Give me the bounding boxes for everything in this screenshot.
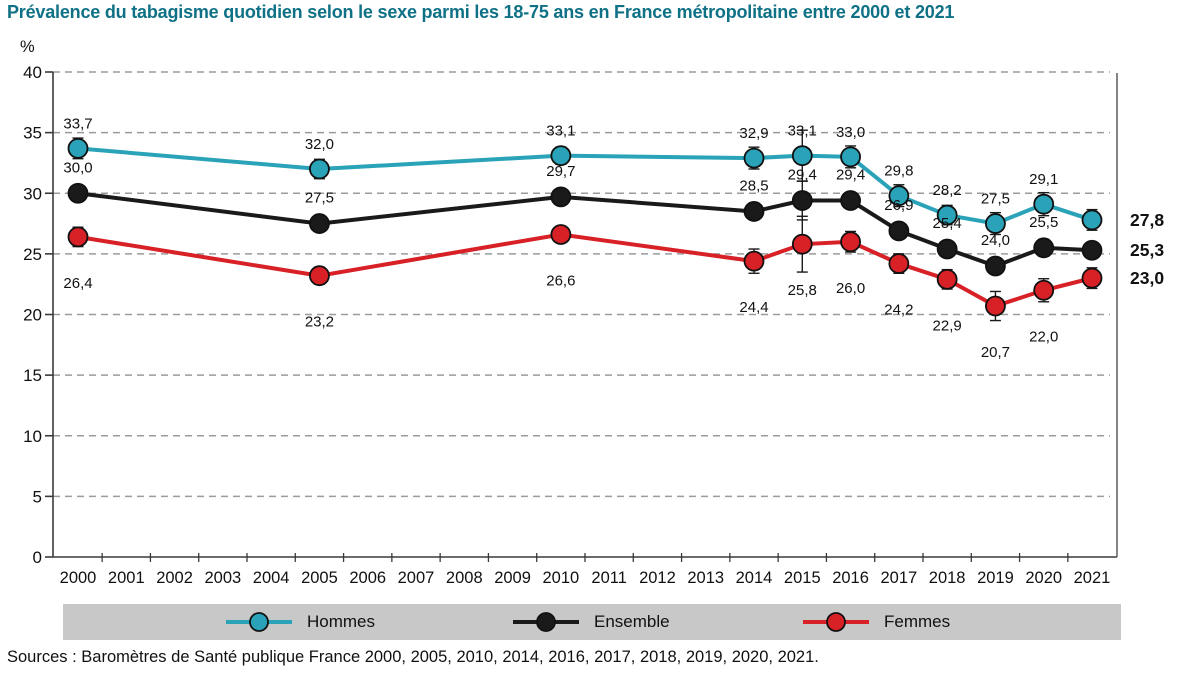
x-tick-label: 2019 xyxy=(977,569,1014,587)
legend-item-ensemble: Ensemble xyxy=(512,604,670,640)
value-label: 29,4 xyxy=(836,167,865,184)
value-label: 29,1 xyxy=(1029,171,1058,188)
value-label: 27,5 xyxy=(981,191,1010,208)
chart-title: Prévalence du tabagisme quotidien selon … xyxy=(7,2,955,22)
x-tick-label: 2017 xyxy=(880,569,917,587)
axes: 0 5 10 15 20 25 30 35 40 2000 2001 2002 2003 2004 2005… xyxy=(23,63,1118,587)
value-label: 26,6 xyxy=(546,272,575,289)
series-value-labels-hommes: 33,7 32,0 33,1 32,9 33,1 33,0 29,8 28,2 27,5 29,1… xyxy=(63,115,1164,230)
value-label: 22,9 xyxy=(933,317,962,334)
x-tick-label: 2010 xyxy=(542,569,579,587)
x-tick-label: 2013 xyxy=(687,569,724,587)
y-axis-unit-label: % xyxy=(20,38,35,56)
value-label: 24,0 xyxy=(981,232,1010,249)
ensemble-line-marker-icon xyxy=(513,612,579,632)
value-label: 29,8 xyxy=(884,163,913,180)
x-tick-label: 2012 xyxy=(639,569,676,587)
legend-label-ensemble: Ensemble xyxy=(594,612,670,631)
x-tick-label: 2018 xyxy=(929,569,966,587)
x-tick-label: 2004 xyxy=(253,569,290,587)
y-tick-label: 10 xyxy=(23,427,42,446)
value-label: 24,2 xyxy=(884,302,913,319)
y-tick-label: 35 xyxy=(23,124,42,143)
x-tick-label: 2005 xyxy=(301,569,338,587)
value-label: 32,9 xyxy=(739,125,768,142)
y-tick-label: 15 xyxy=(23,366,42,385)
x-tick-label: 2021 xyxy=(1074,569,1111,587)
line-chart-canvas: % 0 5 10 15 20 25 30 35 40 2000 2001 2002 2003 2004 200… xyxy=(20,38,1164,587)
x-tick-label: 2020 xyxy=(1025,569,1062,587)
value-label: 24,4 xyxy=(739,299,768,316)
gridlines xyxy=(53,71,1110,498)
legend: Hommes Ensemble Femmes xyxy=(63,604,1121,640)
x-tick-label: 2006 xyxy=(349,569,386,587)
value-label: 33,0 xyxy=(836,124,865,141)
series-markers-hommes xyxy=(67,137,1103,234)
y-tick-label: 30 xyxy=(23,184,42,203)
series-markers-ensemble xyxy=(67,182,1103,277)
hommes-line-marker-icon xyxy=(226,612,292,632)
value-label: 29,4 xyxy=(788,167,817,184)
value-label: 22,0 xyxy=(1029,328,1058,345)
value-label: 28,2 xyxy=(933,182,962,199)
value-label: 27,5 xyxy=(305,190,334,207)
series-value-labels-femmes: 26,4 23,2 26,6 24,4 25,8 26,0 24,2 22,9 20,7 22,0… xyxy=(63,268,1164,361)
x-tick-label: 2008 xyxy=(446,569,483,587)
value-label: 26,0 xyxy=(836,280,865,297)
value-label: 32,0 xyxy=(305,136,334,153)
value-label: 33,7 xyxy=(63,115,92,132)
value-label: 26,9 xyxy=(884,197,913,214)
value-label: 25,4 xyxy=(933,215,962,232)
x-tick-label: 2016 xyxy=(832,569,869,587)
femmes-line-marker-icon xyxy=(803,612,869,632)
y-tick-label: 5 xyxy=(33,487,42,506)
y-tick-label: 20 xyxy=(23,306,42,325)
x-tick-label: 2014 xyxy=(736,569,773,587)
end-value-label: 25,3 xyxy=(1130,240,1164,260)
y-tick-label: 25 xyxy=(23,245,42,264)
x-tick-label: 2011 xyxy=(591,569,626,587)
x-tick-label: 2002 xyxy=(156,569,193,587)
x-tick-label: 2001 xyxy=(108,569,145,587)
value-label: 23,2 xyxy=(305,314,334,331)
y-tick-label: 40 xyxy=(23,63,42,82)
legend-item-femmes: Femmes xyxy=(802,604,950,640)
series-markers-femmes xyxy=(67,224,1103,317)
source-note: Sources : Baromètres de Santé publique F… xyxy=(7,648,819,666)
y-tick-label: 0 xyxy=(33,548,42,567)
x-tick-label: 2003 xyxy=(204,569,241,587)
value-label: 29,7 xyxy=(546,163,575,180)
value-label: 30,0 xyxy=(63,159,92,176)
x-tick-label: 2015 xyxy=(784,569,821,587)
legend-label-femmes: Femmes xyxy=(884,612,951,631)
series-value-labels-ensemble: 30,0 27,5 29,7 28,5 29,4 29,4 26,9 25,4 24,0 25,5… xyxy=(63,159,1164,260)
x-tick-label: 2007 xyxy=(398,569,435,587)
x-tick-label: 2009 xyxy=(494,569,531,587)
value-label: 25,5 xyxy=(1029,214,1058,231)
legend-item-hommes: Hommes xyxy=(225,604,375,640)
legend-label-hommes: Hommes xyxy=(307,612,376,631)
end-value-label: 27,8 xyxy=(1130,210,1164,230)
value-label: 20,7 xyxy=(981,344,1010,361)
value-label: 25,8 xyxy=(788,282,817,299)
value-label: 33,1 xyxy=(546,123,575,140)
value-label: 28,5 xyxy=(739,177,768,194)
value-label: 33,1 xyxy=(788,123,817,140)
end-value-label: 23,0 xyxy=(1130,268,1164,288)
value-label: 26,4 xyxy=(63,275,92,292)
x-tick-label: 2000 xyxy=(60,569,97,587)
